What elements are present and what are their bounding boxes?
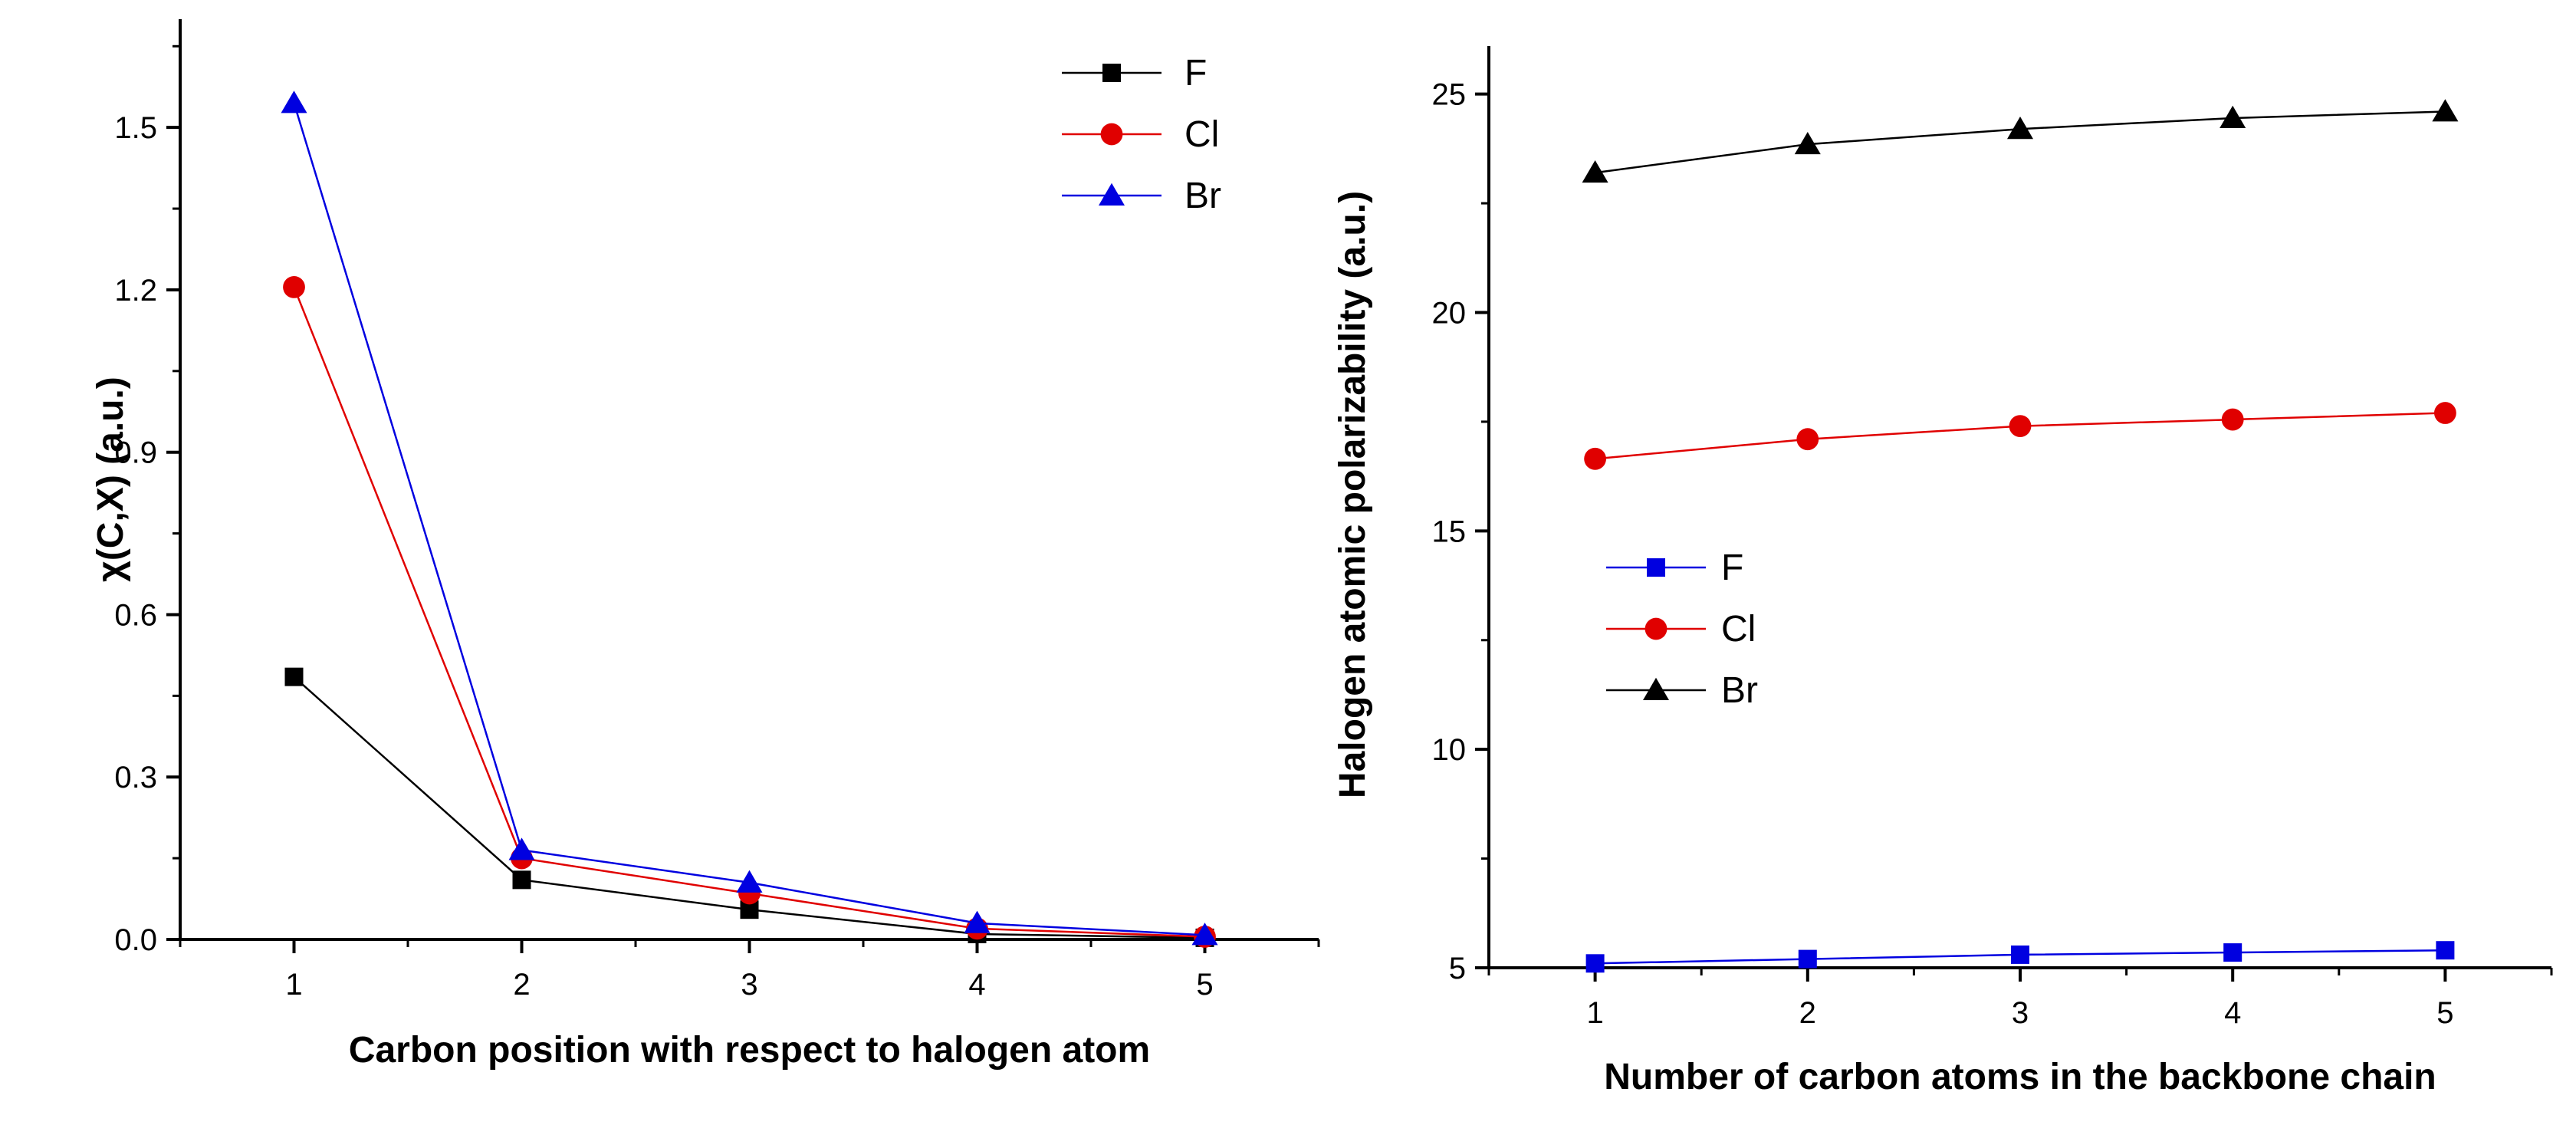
data-point-br (2432, 99, 2459, 122)
data-point-f (2011, 945, 2029, 964)
x-axis-title: Carbon position with respect to halogen … (349, 1030, 1150, 1071)
y-tick-label: 1.2 (114, 274, 157, 308)
legend-label-cl: Cl (1184, 114, 1219, 155)
legend-label-cl: Cl (1721, 609, 1756, 650)
data-point-br (508, 837, 535, 860)
legend-label-f: F (1184, 53, 1207, 94)
data-point-br (1794, 131, 1821, 155)
legend-marker-cl (1644, 617, 1668, 640)
legend: F Cl Br (1606, 548, 1758, 711)
y-tick-label: 0.9 (114, 436, 157, 470)
legend-marker-f (1647, 558, 1665, 577)
legend-label-br: Br (1184, 176, 1221, 216)
data-point-cl (2221, 408, 2244, 431)
x-tick-label: 2 (513, 968, 530, 1002)
data-point-br (736, 870, 763, 893)
y-tick-label: 0.3 (114, 761, 157, 794)
series-line-br (293, 103, 1205, 936)
series-cl (1584, 402, 2456, 470)
series-cl (283, 276, 1216, 948)
y-tick-label: 1.5 (114, 111, 157, 145)
data-point-f (1585, 954, 1605, 973)
data-point-br (964, 910, 991, 933)
data-point-f (1798, 949, 1817, 969)
chart-right: 1 2 3 4 5 5 10 15 20 25 Number of carbon atoms in … (1332, 46, 2553, 1097)
x-tick-label: 3 (2012, 996, 2029, 1030)
data-point-br (2006, 117, 2034, 140)
y-tick-label: 0.0 (114, 923, 157, 957)
x-tick-label: 1 (1586, 996, 1603, 1030)
y-tick-label: 0.6 (114, 598, 157, 632)
y-tick-label: 20 (1432, 296, 1467, 330)
data-point-f (284, 667, 304, 686)
y-tick-label: 15 (1432, 515, 1467, 548)
data-point-cl (283, 276, 305, 298)
series-f (1585, 941, 2455, 973)
legend-marker-cl (1100, 123, 1123, 146)
y-tick-label: 5 (1449, 952, 1466, 985)
y-axis-title: Halogen atomic polarizability (a.u.) (1332, 191, 1373, 798)
x-tick-label: 3 (741, 968, 757, 1002)
x-tick-label: 1 (285, 968, 302, 1002)
data-point-cl (1584, 447, 1607, 470)
data-point-br (2220, 105, 2246, 128)
y-tick-label: 10 (1432, 733, 1467, 767)
y-tick-label: 25 (1432, 78, 1467, 112)
data-point-cl (2434, 402, 2456, 424)
legend-marker-br (1642, 677, 1670, 700)
data-point-cl (1796, 428, 1819, 451)
legend-marker-f (1102, 64, 1121, 82)
data-point-cl (2009, 415, 2032, 438)
legend-label-f: F (1721, 548, 1743, 588)
series-br (281, 90, 1218, 946)
x-axis-title: Number of carbon atoms in the backbone c… (1604, 1057, 2436, 1097)
series-f (284, 667, 1214, 947)
x-tick-label: 4 (968, 968, 985, 1002)
data-point-br (1191, 923, 1218, 946)
legend-marker-br (1098, 183, 1125, 206)
series-br (1582, 99, 2459, 183)
x-tick-label: 2 (1799, 996, 1816, 1030)
data-point-f (2223, 943, 2242, 962)
y-axis-title: χ(C,X) (a.u.) (90, 377, 131, 582)
series-line-cl (293, 286, 1205, 938)
legend-label-br: Br (1721, 670, 1758, 711)
x-tick-label: 5 (2436, 996, 2453, 1030)
legend: F Cl Br (1062, 53, 1221, 216)
x-tick-label: 4 (2224, 996, 2241, 1030)
chart-left: 1 2 3 4 5 0.0 0.3 0.6 0.9 1.2 1.5 Carbon position w… (90, 19, 1320, 1071)
data-point-f (2436, 941, 2455, 960)
data-point-f (512, 870, 531, 890)
x-tick-label: 5 (1196, 968, 1213, 1002)
data-point-br (1582, 160, 1608, 183)
data-point-br (281, 90, 307, 113)
